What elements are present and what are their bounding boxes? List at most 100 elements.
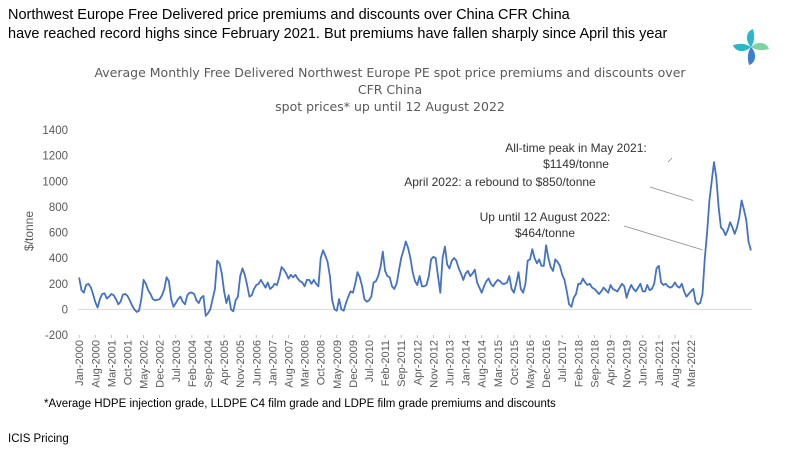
data-point <box>165 276 168 279</box>
annotation-text: April 2022: a rebound to $850/tonne <box>404 175 596 189</box>
data-point <box>483 285 485 288</box>
data-point <box>635 290 637 293</box>
data-point <box>338 298 340 300</box>
data-point <box>446 263 449 266</box>
data-point <box>244 274 246 276</box>
data-point <box>570 306 573 308</box>
x-tick-label: Jul-2003 <box>171 340 183 382</box>
data-point <box>724 234 727 236</box>
data-point <box>276 284 278 286</box>
data-point <box>292 276 294 279</box>
data-point <box>126 295 129 297</box>
data-point <box>349 290 352 293</box>
x-tick-label: Aug-2000 <box>90 340 102 388</box>
data-point <box>92 293 94 295</box>
data-point <box>453 257 455 259</box>
data-point <box>430 258 432 261</box>
y-axis: -200 0 200 400 600 800 1000 1200 1400 <box>42 125 68 342</box>
data-point <box>322 249 324 252</box>
data-point <box>669 286 672 289</box>
data-point <box>437 275 439 277</box>
data-point <box>184 303 186 306</box>
annotation-text: All-time peak in May 2021: <box>505 141 646 155</box>
data-point <box>602 286 605 289</box>
data-point <box>232 310 235 313</box>
x-tick-label: Oct-2001 <box>122 340 134 385</box>
x-axis: Jan-2000 Aug-2000 Mar-2001 Oct-2001 May-2002… <box>74 308 752 389</box>
data-point <box>299 280 301 283</box>
data-point <box>398 270 400 272</box>
data-point <box>540 265 543 267</box>
data-point <box>306 279 308 281</box>
data-point <box>193 293 195 295</box>
data-point <box>549 266 552 268</box>
data-point <box>329 275 331 277</box>
data-point <box>101 293 103 295</box>
data-point <box>747 240 750 243</box>
x-tick-label: Sep-2018 <box>589 340 601 388</box>
data-point <box>356 271 359 274</box>
data-point <box>589 283 591 285</box>
data-point <box>595 290 598 293</box>
data-point <box>536 262 538 265</box>
data-point <box>623 285 626 288</box>
data-point <box>586 284 589 286</box>
data-point <box>722 229 724 231</box>
data-point <box>572 297 575 299</box>
data-point <box>402 249 405 252</box>
data-point <box>152 298 154 300</box>
annotation-leader-line <box>667 157 673 163</box>
data-point <box>683 290 685 293</box>
x-tick-label: Feb-2004 <box>187 340 199 387</box>
data-point <box>158 298 161 300</box>
headline: Northwest Europe Free Delivered price pr… <box>8 6 728 44</box>
data-point <box>414 280 416 283</box>
data-point <box>681 283 683 285</box>
data-point <box>377 275 380 277</box>
data-point <box>485 280 488 283</box>
data-point <box>78 277 80 279</box>
data-point <box>264 286 267 289</box>
data-point <box>409 257 412 259</box>
data-point <box>391 285 393 288</box>
data-point <box>439 291 442 294</box>
data-point <box>370 295 373 298</box>
x-tick-label: May-2016 <box>525 340 537 389</box>
x-tick-label: Mar-2001 <box>106 340 118 387</box>
data-point <box>285 272 288 275</box>
data-point <box>112 294 115 297</box>
data-point <box>543 265 545 267</box>
x-tick-label: Jul-2017 <box>557 340 569 382</box>
data-point <box>462 279 465 281</box>
data-point <box>704 257 706 259</box>
data-point <box>644 290 646 293</box>
annotation-text: $1149/tonne <box>543 157 609 171</box>
data-point <box>655 267 658 270</box>
data-point <box>204 315 207 317</box>
data-point <box>421 285 423 288</box>
data-point <box>163 288 166 290</box>
data-point <box>593 288 596 290</box>
y-tick-label: 200 <box>49 279 68 291</box>
data-point <box>515 283 517 285</box>
data-point <box>545 244 547 247</box>
data-point <box>239 275 241 277</box>
data-point <box>382 250 384 253</box>
data-point <box>639 283 642 285</box>
data-point <box>646 284 649 286</box>
data-point <box>533 257 536 259</box>
data-point <box>559 265 561 267</box>
data-point <box>400 257 403 259</box>
data-point <box>135 311 138 313</box>
data-point <box>223 290 225 293</box>
data-point <box>653 283 655 285</box>
data-point <box>234 299 237 302</box>
data-point <box>575 293 577 295</box>
data-point <box>287 277 290 280</box>
data-point <box>225 302 228 304</box>
data-point <box>255 284 258 286</box>
data-point <box>678 286 681 289</box>
data-point <box>614 289 616 292</box>
data-point <box>568 303 570 306</box>
data-point <box>117 303 120 306</box>
